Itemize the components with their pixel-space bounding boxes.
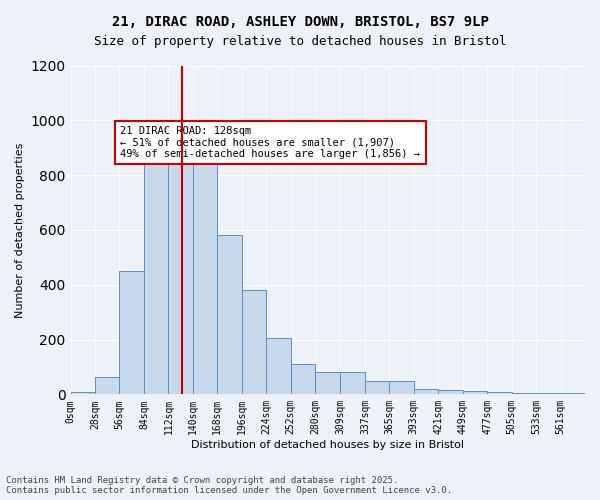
Bar (242, 290, 266, 395)
Bar (487, 392, 512, 394)
Bar (536, 392, 560, 394)
Bar (119, 271, 144, 394)
Text: Size of property relative to detached houses in Bristol: Size of property relative to detached ho… (94, 35, 506, 48)
Bar (266, 338, 290, 394)
Bar (365, 380, 389, 394)
Bar (560, 392, 585, 394)
Bar (169, 150, 193, 394)
Bar (71, 392, 95, 394)
Bar (512, 392, 536, 394)
Bar (438, 390, 463, 394)
Y-axis label: Number of detached properties: Number of detached properties (15, 142, 25, 318)
Bar (315, 372, 340, 394)
Bar (389, 381, 414, 394)
Bar (95, 376, 119, 394)
Bar (144, 150, 169, 394)
Bar (290, 364, 315, 394)
Bar (193, 156, 217, 394)
Bar (414, 389, 438, 394)
Bar (463, 391, 487, 394)
Bar (340, 372, 365, 394)
X-axis label: Distribution of detached houses by size in Bristol: Distribution of detached houses by size … (191, 440, 464, 450)
Text: 21 DIRAC ROAD: 128sqm
← 51% of detached houses are smaller (1,907)
49% of semi-d: 21 DIRAC ROAD: 128sqm ← 51% of detached … (121, 126, 421, 159)
Text: 21, DIRAC ROAD, ASHLEY DOWN, BRISTOL, BS7 9LP: 21, DIRAC ROAD, ASHLEY DOWN, BRISTOL, BS… (112, 15, 488, 29)
Bar (217, 236, 242, 394)
Text: Contains HM Land Registry data © Crown copyright and database right 2025.
Contai: Contains HM Land Registry data © Crown c… (6, 476, 452, 495)
